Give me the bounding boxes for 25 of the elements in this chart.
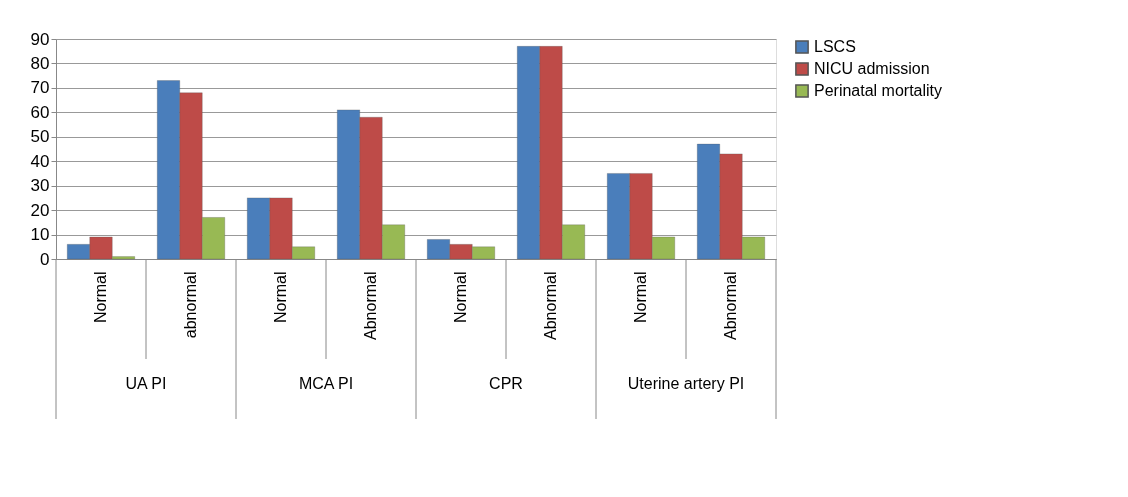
x-tick-label: Abnormal	[722, 271, 739, 340]
text: MCA PI	[298, 375, 354, 392]
x-tick-label: Normal	[92, 271, 109, 324]
x-tick-label: Normal	[452, 271, 469, 324]
legend-label: LSCS	[814, 38, 856, 55]
y-tick-label: 70	[30, 78, 50, 98]
y-tick-label: 40	[30, 151, 50, 171]
y-tick-label: 30	[30, 176, 50, 196]
y-tick-label: 60	[30, 102, 50, 122]
y-tick-label: 90	[30, 29, 50, 49]
x-tick-label: Normal	[632, 271, 649, 324]
x-tick-label: Normal	[272, 271, 289, 324]
x-tick-label: Abnormal	[542, 271, 559, 340]
text: Uterine artery PI	[627, 375, 745, 392]
y-tick-label: 0	[40, 249, 50, 269]
y-tick-label: 50	[30, 127, 50, 147]
x-tick-label: abnormal	[182, 271, 199, 339]
text: UA PI	[125, 375, 167, 392]
y-tick-label: 10	[30, 225, 50, 245]
legend-label: Perinatal mortality	[814, 82, 943, 99]
y-tick-label: 20	[30, 200, 50, 220]
text: CPR	[489, 375, 523, 392]
legend-label: NICU admission	[814, 60, 930, 77]
y-tick-label: 80	[30, 53, 50, 73]
x-tick-label: Abnormal	[362, 271, 379, 340]
